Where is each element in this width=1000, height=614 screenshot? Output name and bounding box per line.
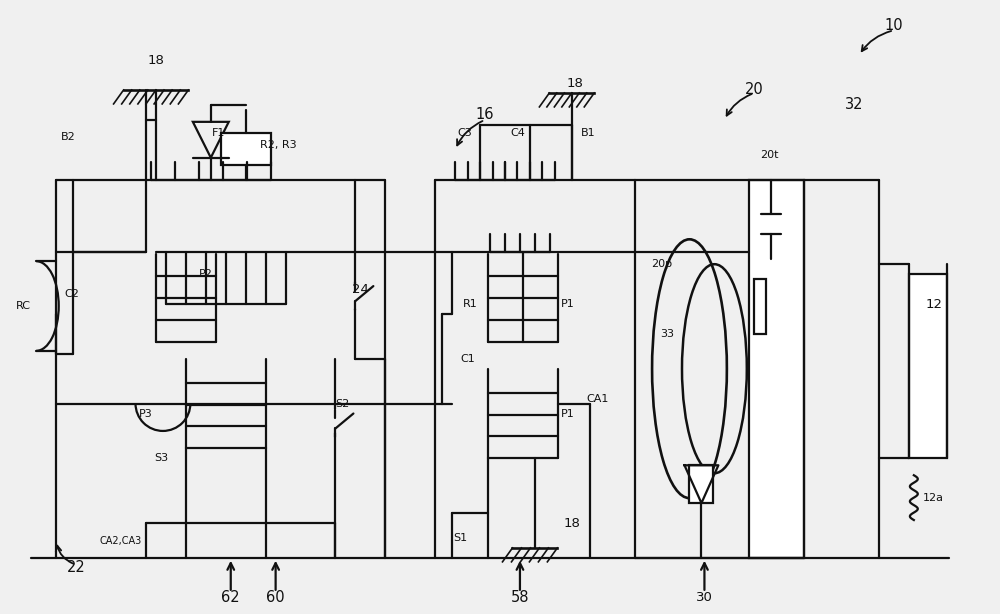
Text: C2: C2 — [64, 289, 79, 299]
Text: 16: 16 — [476, 107, 494, 122]
Text: P3: P3 — [139, 408, 153, 419]
Text: 60: 60 — [266, 590, 285, 605]
Text: 33: 33 — [661, 329, 675, 339]
Text: B2: B2 — [61, 132, 76, 142]
Text: 58: 58 — [511, 590, 529, 605]
Text: S1: S1 — [453, 533, 467, 543]
Text: 62: 62 — [221, 590, 240, 605]
Text: 20: 20 — [745, 82, 764, 98]
Text: B1: B1 — [580, 128, 595, 138]
Text: 22: 22 — [67, 561, 86, 575]
Text: R1: R1 — [463, 299, 477, 309]
Text: S3: S3 — [154, 453, 168, 464]
Text: 20t: 20t — [760, 150, 779, 160]
Bar — [221, 133, 271, 165]
Text: 20p: 20p — [651, 259, 672, 269]
Text: P2: P2 — [199, 269, 213, 279]
Text: CA2,CA3: CA2,CA3 — [100, 536, 142, 546]
Text: 18: 18 — [563, 516, 580, 529]
Text: 30: 30 — [696, 591, 713, 604]
Text: R2, R3: R2, R3 — [260, 140, 297, 150]
Bar — [909, 274, 947, 458]
Text: F1: F1 — [212, 128, 225, 138]
Text: C4: C4 — [511, 128, 525, 138]
Text: 32: 32 — [845, 98, 863, 112]
Text: 12: 12 — [925, 298, 942, 311]
Text: 10: 10 — [885, 18, 903, 33]
Text: C3: C3 — [458, 128, 472, 138]
Text: CA1: CA1 — [587, 394, 609, 403]
Text: P1: P1 — [561, 299, 575, 309]
Bar — [754, 279, 766, 334]
Text: 12a: 12a — [923, 493, 944, 503]
Text: RC: RC — [16, 301, 31, 311]
Text: C1: C1 — [461, 354, 475, 363]
Text: 24: 24 — [352, 282, 369, 295]
Text: 18: 18 — [566, 77, 583, 90]
Bar — [749, 179, 804, 558]
Text: S2: S2 — [335, 398, 350, 408]
Text: P1: P1 — [561, 408, 575, 419]
Text: 18: 18 — [148, 53, 164, 67]
Bar — [689, 465, 713, 503]
